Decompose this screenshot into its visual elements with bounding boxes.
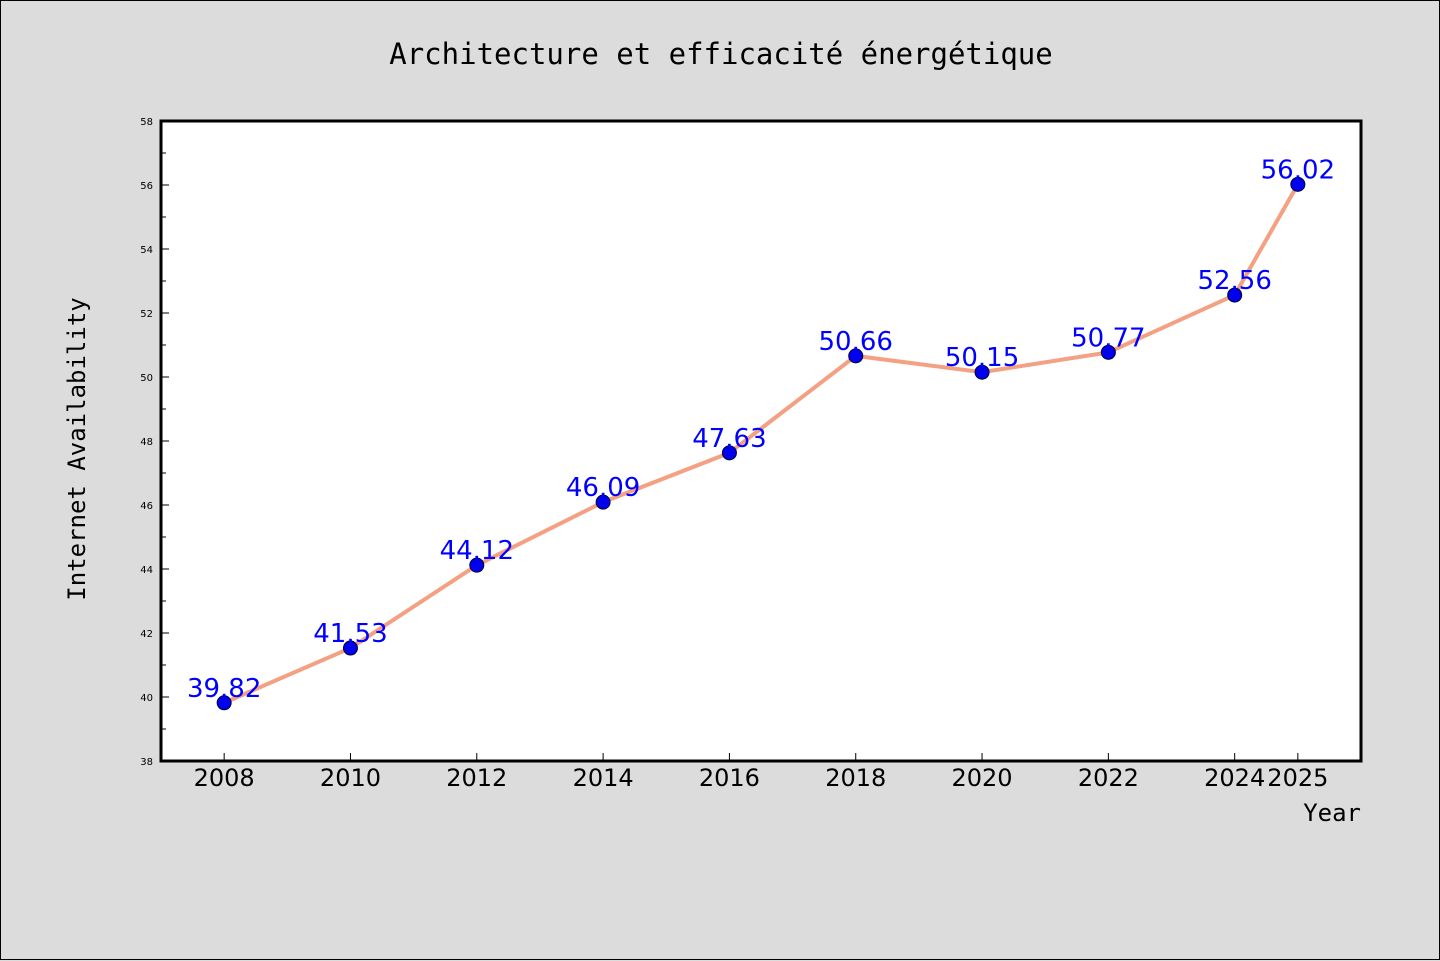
y-tick-label: 52: [140, 309, 153, 320]
x-tick-label: 2025: [1267, 764, 1328, 792]
y-tick-label: 54: [140, 245, 153, 256]
y-tick-label: 44: [140, 565, 153, 576]
x-axis: 2008 2010 2012 2014 2016 2018 2020 2022 2024 2025: [194, 753, 1328, 792]
data-point: [974, 364, 990, 380]
y-axis-label: Internet Availability: [63, 297, 91, 600]
data-label: 56.02: [1261, 155, 1335, 185]
x-tick-label: 2008: [194, 764, 255, 792]
plot-frame: [159, 119, 1363, 763]
x-tick-label: 2022: [1078, 764, 1139, 792]
data-point: [469, 557, 485, 573]
data-point: [342, 640, 358, 656]
data-label: 47.63: [692, 424, 766, 454]
data-point: [721, 445, 737, 461]
data-label: 41.53: [313, 619, 387, 649]
y-tick-label: 46: [140, 501, 153, 512]
x-axis-label: Year: [1303, 799, 1361, 827]
x-tick-label: 2012: [446, 764, 507, 792]
data-label: 50.15: [945, 343, 1019, 373]
x-tick-label: 2024: [1204, 764, 1265, 792]
plot-area: [161, 121, 1361, 761]
data-label: 52.56: [1197, 266, 1271, 296]
data-point: [1227, 287, 1243, 303]
data-point: [1290, 176, 1306, 192]
y-tick-label: 56: [140, 181, 153, 192]
x-tick-label: 2018: [825, 764, 886, 792]
data-point: [848, 348, 864, 364]
chart-title: Architecture et efficacité énergétique: [389, 37, 1052, 71]
data-label: 39.82: [187, 674, 261, 704]
data-label: 50.77: [1071, 323, 1145, 353]
series-layer: 39.82 41.53 44.12 46.09 47.63 50.66 50.15 50.77…: [187, 155, 1335, 711]
y-tick-label: 42: [140, 629, 153, 640]
data-label: 44.12: [440, 536, 514, 566]
x-tick-label: 2014: [573, 764, 634, 792]
data-point: [1100, 344, 1116, 360]
x-tick-label: 2016: [699, 764, 760, 792]
y-tick-label: 40: [140, 693, 153, 704]
data-point: [216, 695, 232, 711]
x-tick-label: 2020: [952, 764, 1013, 792]
y-tick-label: 50: [140, 373, 153, 384]
x-tick-label: 2010: [320, 764, 381, 792]
data-label: 46.09: [566, 473, 640, 503]
y-tick-label: 48: [140, 437, 153, 448]
y-tick-label: 38: [140, 757, 153, 768]
y-tick-label: 58: [140, 117, 153, 128]
series-line: [222, 182, 1300, 705]
data-point: [595, 494, 611, 510]
data-label: 50.66: [819, 327, 893, 357]
